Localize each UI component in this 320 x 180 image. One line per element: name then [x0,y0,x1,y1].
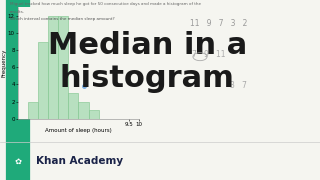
Text: ✿: ✿ [14,157,21,166]
Text: 7   9   11: 7 9 11 [192,50,226,59]
Bar [58,16,68,119]
Bar [78,102,89,119]
Text: 11   9   7   3   2: 11 9 7 3 2 [190,19,248,28]
Text: Khan Academy: Khan Academy [36,156,123,166]
X-axis label: Amount of sleep (hours): Amount of sleep (hours) [45,128,112,133]
Text: Miguel tracked how much sleep he got for 50 consecutive days and made a histogra: Miguel tracked how much sleep he got for… [10,2,201,6]
Text: 3   7: 3 7 [230,81,247,90]
Text: results.: results. [10,10,25,14]
Text: Median in a: Median in a [48,31,247,60]
Bar [68,93,78,119]
Bar [38,42,48,119]
Text: histogram: histogram [60,64,235,93]
Bar [48,16,58,119]
Text: Which interval contains the median sleep amount?: Which interval contains the median sleep… [10,17,114,21]
Bar [89,110,99,119]
Y-axis label: Frequency: Frequency [1,49,6,77]
Bar [28,102,38,119]
